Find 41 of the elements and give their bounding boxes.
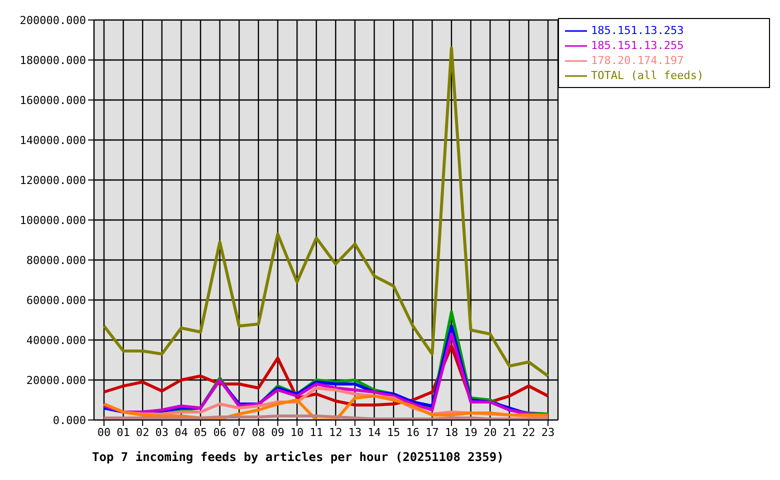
x-tick-label: 05	[194, 426, 208, 439]
y-tick-label: 40000.000	[26, 334, 86, 347]
y-tick-label: 140000.000	[20, 134, 86, 147]
y-tick-label: 120000.000	[20, 174, 86, 187]
x-tick-label: 09	[271, 426, 284, 439]
x-tick-label: 15	[386, 426, 400, 439]
x-tick-label: 23	[541, 426, 555, 439]
x-tick-label: 19	[464, 426, 478, 439]
legend-label: TOTAL (all feeds)	[591, 68, 704, 83]
x-tick-label: 16	[406, 426, 420, 439]
x-tick-label: 17	[426, 426, 439, 439]
y-tick-label: 0.000	[52, 414, 86, 427]
x-tick-label: 11	[310, 426, 323, 439]
y-tick-label: 200000.000	[20, 14, 86, 27]
y-tick-label: 180000.000	[20, 54, 86, 67]
x-tick-label: 08	[252, 426, 266, 439]
y-tick-label: 100000.000	[20, 214, 86, 227]
x-tick-label: 04	[174, 426, 188, 439]
x-tick-label: 12	[329, 426, 342, 439]
x-tick-label: 07	[232, 426, 246, 439]
x-tick-label: 22	[522, 426, 536, 439]
x-tick-label: 06	[213, 426, 226, 439]
x-tick-label: 21	[502, 426, 516, 439]
x-tick-label: 20	[483, 426, 497, 439]
y-tick-label: 20000.000	[26, 374, 86, 387]
text: Top 7 incoming feeds by articles per hour (20251108 2359)	[92, 450, 504, 464]
y-tick-label: 60000.000	[26, 294, 86, 307]
x-tick-label: 18	[444, 426, 458, 439]
x-tick-label: 03	[155, 426, 169, 439]
y-tick-label: 160000.000	[20, 94, 86, 107]
x-tick-label: 01	[116, 426, 130, 439]
x-tick-label: 10	[290, 426, 304, 439]
y-tick-label: 80000.000	[26, 254, 86, 267]
x-tick-label: 00	[97, 426, 111, 439]
x-tick-label: 13	[348, 426, 362, 439]
legend-label: 178.20.174.197	[591, 53, 684, 68]
legend-label: 185.151.13.255	[591, 38, 684, 53]
x-tick-label: 02	[136, 426, 150, 439]
legend-label: 185.151.13.253	[591, 23, 684, 38]
x-tick-label: 14	[368, 426, 382, 439]
line-series	[102, 46, 550, 378]
